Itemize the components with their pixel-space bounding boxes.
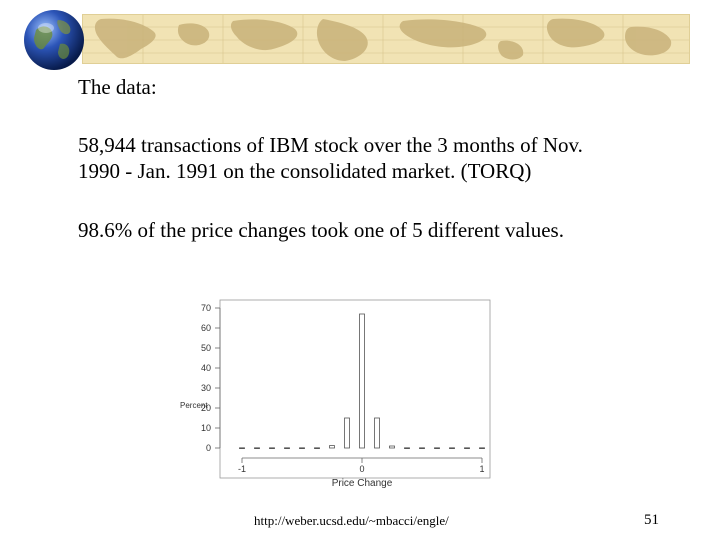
histogram-bar bbox=[329, 445, 335, 449]
y-tick-label: 10 bbox=[201, 423, 211, 433]
histogram-bar bbox=[449, 447, 455, 450]
body-text-line-3: 98.6% of the price changes took one of 5… bbox=[78, 218, 564, 242]
histogram-bar bbox=[434, 447, 440, 450]
histogram-bar bbox=[479, 447, 485, 450]
histogram-bar bbox=[374, 417, 380, 449]
y-tick-label: 20 bbox=[201, 403, 211, 413]
histogram-bar bbox=[419, 447, 425, 450]
page-number: 51 bbox=[644, 512, 659, 528]
y-tick-label: 40 bbox=[201, 363, 211, 373]
slide-heading: The data: bbox=[78, 75, 157, 99]
y-tick-label: 50 bbox=[201, 343, 211, 353]
x-tick-label: 0 bbox=[359, 464, 364, 474]
world-map-banner bbox=[82, 14, 690, 64]
histogram-bar bbox=[299, 447, 305, 450]
body-text-line-1: 58,944 transactions of IBM stock over th… bbox=[78, 133, 583, 157]
y-tick-label: 60 bbox=[201, 323, 211, 333]
footer-url: http://weber.ucsd.edu/~mbacci/engle/ bbox=[254, 513, 449, 528]
world-map-graphic bbox=[83, 15, 689, 63]
price-change-histogram: 0 10 20 30 40 50 60 70 -1 0 1 Price Change Percent bbox=[180, 299, 491, 489]
y-tick-label: 70 bbox=[201, 303, 211, 313]
histogram-bar bbox=[359, 313, 365, 449]
body-text-line-2: 1990 - Jan. 1991 on the consolidated mar… bbox=[78, 159, 532, 183]
plot-frame bbox=[219, 299, 491, 479]
histogram-bar bbox=[254, 447, 260, 450]
globe-icon bbox=[24, 10, 84, 70]
histogram-bar bbox=[269, 447, 275, 450]
histogram-bar bbox=[464, 447, 470, 450]
y-axis-label: Percent bbox=[180, 401, 208, 410]
histogram-bar bbox=[239, 447, 245, 450]
x-axis-label: Price Change bbox=[332, 478, 393, 489]
histogram-bar bbox=[404, 447, 410, 450]
y-tick-label: 30 bbox=[201, 383, 211, 393]
x-tick-label: -1 bbox=[238, 464, 246, 474]
histogram-bar bbox=[314, 447, 320, 450]
x-tick-label: 1 bbox=[479, 464, 484, 474]
histogram-bar bbox=[344, 417, 350, 449]
y-tick-label: 0 bbox=[206, 443, 211, 453]
histogram-bar bbox=[389, 445, 395, 449]
histogram-bar bbox=[284, 447, 290, 450]
